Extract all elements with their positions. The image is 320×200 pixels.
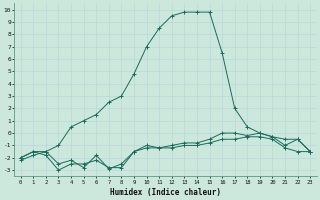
X-axis label: Humidex (Indice chaleur): Humidex (Indice chaleur) [110, 188, 221, 197]
